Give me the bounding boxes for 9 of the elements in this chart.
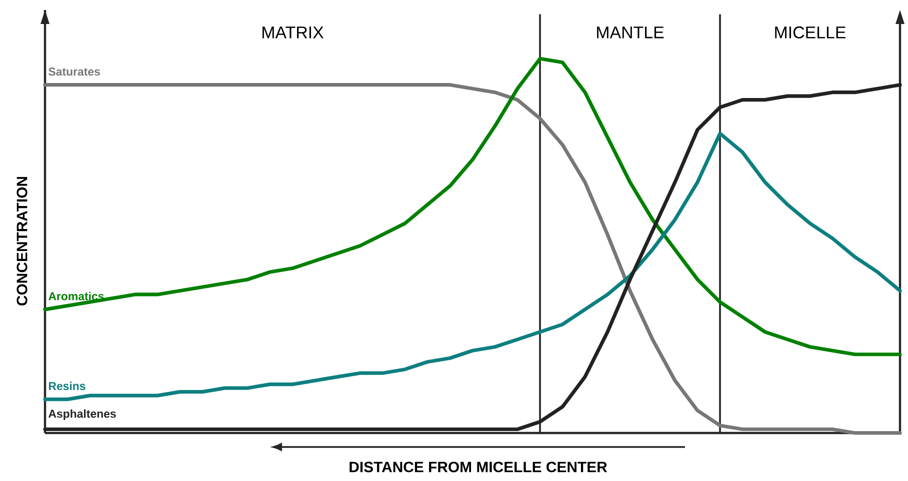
series-label: Resins <box>48 382 86 390</box>
series-label: Asphaltenes <box>48 409 116 420</box>
series-label: Saturates <box>48 68 100 76</box>
x-axis-title: DISTANCE FROM MICELLE CENTER <box>350 462 608 472</box>
text: MANTLE <box>597 26 664 38</box>
y-axis-title: CONCENTRATION <box>16 176 28 306</box>
series-label: Aromatics <box>48 292 104 300</box>
text: MATRIX <box>262 26 324 38</box>
text: MICELLE <box>775 26 846 38</box>
